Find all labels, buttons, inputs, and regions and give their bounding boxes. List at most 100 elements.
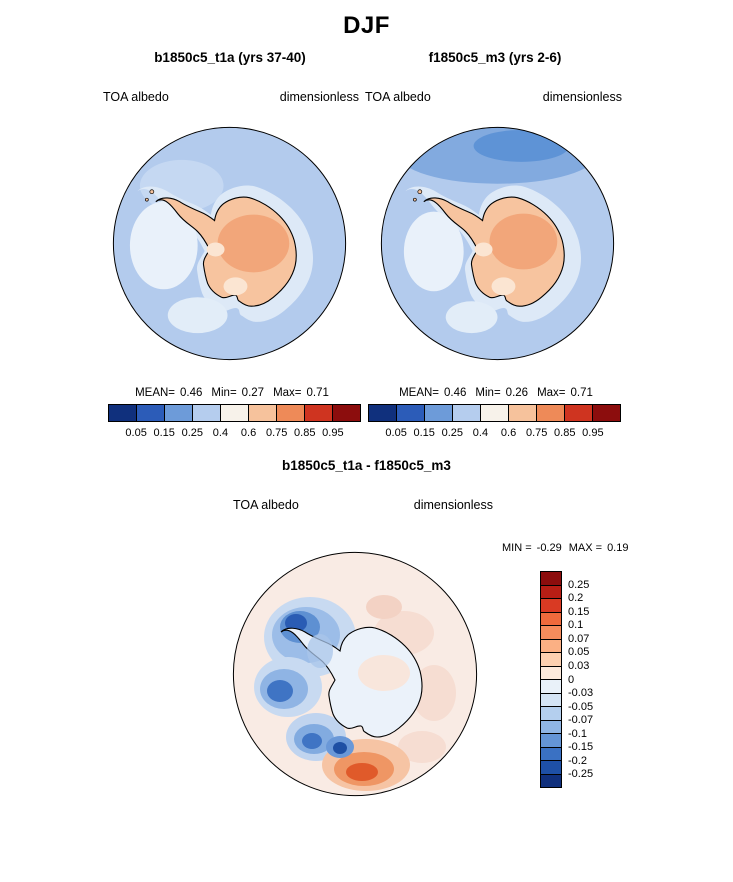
colorbar-cell	[593, 405, 620, 421]
min-value: 0.26	[505, 387, 529, 399]
stats-row-right: MEAN= 0.46 Min= 0.26 Max= 0.71	[368, 387, 624, 399]
colorbar-cell	[541, 585, 561, 599]
stats-row-left: MEAN= 0.46 Min= 0.27 Max= 0.71	[103, 387, 361, 399]
colorbar-tick-label: 0.85	[554, 427, 576, 439]
ross-shelf-patch	[223, 277, 248, 296]
colorbar-cell	[369, 405, 397, 421]
colorbar-cell	[541, 653, 561, 667]
mean-value: 0.46	[444, 387, 467, 399]
panel-title-left: b1850c5_t1a (yrs 37-40)	[154, 50, 306, 65]
colorbar-cell	[541, 599, 561, 613]
map-panel-diff	[232, 551, 478, 797]
colorbar-tick-label: -0.05	[568, 700, 594, 713]
peninsula-negative-overlap	[307, 634, 333, 668]
colorbar-cell	[221, 405, 249, 421]
colorbar-cell	[541, 572, 561, 586]
label-row-right: TOA albedo dimensionless	[365, 90, 622, 104]
colorbar-cell	[193, 405, 221, 421]
colorbar-tick-label: 0.05	[125, 427, 147, 439]
colorbar-cell	[137, 405, 165, 421]
faint-positive-patch	[366, 595, 402, 619]
map-panel-left	[112, 126, 347, 361]
colorbar-cell	[453, 405, 481, 421]
max-label: Max=	[273, 387, 302, 399]
units-label-diff: dimensionless	[413, 498, 493, 512]
field-label-left: TOA albedo	[103, 90, 169, 104]
min-label: Min=	[475, 387, 501, 399]
ronne-shelf-patch	[206, 242, 225, 257]
colorbar-cell	[565, 405, 593, 421]
faint-positive-patch	[412, 665, 456, 721]
negative-anomaly-core	[302, 733, 322, 749]
colorbar-tick-label: -0.2	[568, 754, 587, 767]
colorbar-cell	[249, 405, 277, 421]
map-boundary-circle	[380, 126, 615, 361]
colorbar-cell	[541, 720, 561, 734]
colorbar-tick-label: -0.25	[568, 768, 594, 781]
near-white-sea-region-2	[167, 297, 228, 334]
colorbar-tick-label: -0.1	[568, 727, 587, 740]
colorbar-tick-label: 0	[568, 673, 575, 686]
near-white-sea-region-2	[445, 301, 498, 334]
negative-anomaly-core	[267, 680, 293, 702]
low-albedo-band-core	[473, 129, 570, 162]
island-speck	[413, 197, 417, 202]
min-label: Min=	[211, 387, 237, 399]
diff-min-value: -0.29	[536, 542, 562, 554]
island-speck	[417, 189, 423, 195]
negative-anomaly-core	[333, 742, 347, 754]
colorbar-cell	[541, 734, 561, 748]
colorbar-cell	[541, 612, 561, 626]
colorbar-cell	[509, 405, 537, 421]
max-value: 0.71	[306, 387, 329, 399]
colorbar-cell	[541, 639, 561, 653]
colorbar-tick-label: 0.75	[265, 427, 288, 439]
colorbar-tick-label: 0.03	[568, 659, 590, 672]
units-label-right: dimensionless	[542, 90, 622, 104]
interior-high-albedo-region	[489, 213, 558, 270]
map-boundary-circle	[232, 551, 478, 797]
colorbar-tick-label: 0.75	[525, 427, 548, 439]
colorbar-cell	[481, 405, 509, 421]
units-label-left: dimensionless	[279, 90, 359, 104]
positive-anomaly-core	[346, 763, 378, 781]
max-label: Max=	[537, 387, 566, 399]
colorbar-cell	[541, 626, 561, 640]
colorbar-tick-label: 0.15	[568, 605, 590, 618]
colorbar-tick-label: 0.25	[181, 427, 204, 439]
interior-high-albedo-region	[217, 214, 290, 273]
diff-colorbar	[540, 571, 562, 788]
diff-max-value: 0.19	[607, 542, 629, 554]
colorbar-tick-label: 0.07	[568, 632, 590, 645]
panel-title-right: f1850c5_m3 (yrs 2-6)	[428, 50, 562, 65]
figure-title: DJF	[343, 12, 390, 39]
colorbar-tick-label: 0.95	[582, 427, 604, 439]
colorbar-tick-label: 0.05	[385, 427, 407, 439]
mean-label: MEAN=	[399, 387, 440, 399]
ronne-shelf-patch	[474, 242, 493, 257]
near-white-sea-region	[403, 211, 464, 292]
field-label-right: TOA albedo	[365, 90, 431, 104]
colorbar-cell	[397, 405, 425, 421]
colorbar-tick-label: 0.25	[441, 427, 464, 439]
diff-max-label: MAX =	[568, 542, 603, 554]
colorbar-tick-label: 0.85	[294, 427, 316, 439]
colorbar-cell	[541, 680, 561, 694]
mean-value: 0.46	[180, 387, 203, 399]
colorbar-tick-label: 0.6	[240, 427, 257, 439]
label-row-diff: TOA albedo dimensionless	[233, 498, 493, 512]
diff-stats-row: MIN = -0.29 MAX = 0.19	[502, 542, 628, 554]
colorbar-tick-label: 0.25	[568, 578, 590, 591]
colorbar-tick-label: 0.4	[472, 427, 489, 439]
colorbar-tick-label: 0.05	[568, 646, 590, 659]
colorbar-cell	[541, 761, 561, 775]
colorbar-cell	[165, 405, 193, 421]
island-speck	[149, 189, 155, 195]
colorbar-tick-label: -0.15	[568, 741, 594, 754]
colorbar-tick-label: 0.15	[153, 427, 175, 439]
negative-anomaly-core	[285, 614, 307, 632]
colorbar-right	[368, 404, 621, 422]
colorbar-cell	[541, 774, 561, 787]
colorbar-cell	[541, 707, 561, 721]
